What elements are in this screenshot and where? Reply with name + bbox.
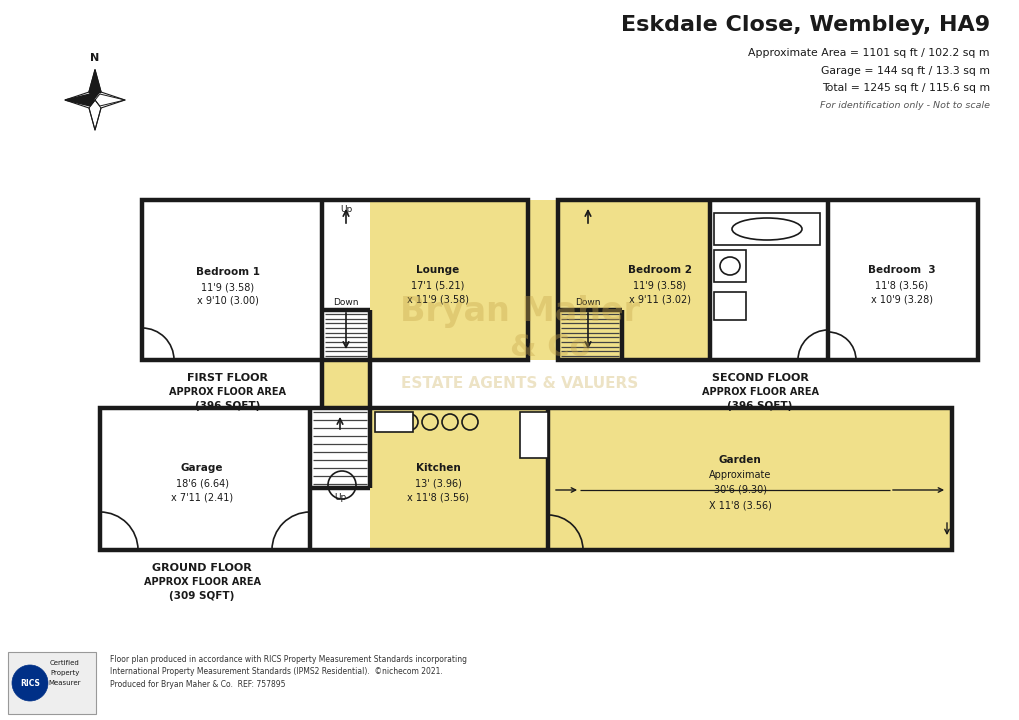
Bar xyxy=(520,412,547,458)
Bar xyxy=(370,408,951,550)
Text: x 10'9 (3.28): x 10'9 (3.28) xyxy=(870,294,932,304)
Ellipse shape xyxy=(732,218,801,240)
Bar xyxy=(557,200,977,360)
Text: Down: Down xyxy=(575,298,600,307)
Text: RICS: RICS xyxy=(20,678,40,688)
Text: 17'1 (5.21): 17'1 (5.21) xyxy=(411,280,465,290)
Text: 13' (3.96): 13' (3.96) xyxy=(414,478,461,488)
Text: x 9'11 (3.02): x 9'11 (3.02) xyxy=(629,294,690,304)
Text: APPROX FLOOR AREA: APPROX FLOOR AREA xyxy=(169,387,286,397)
Text: 30'6 (9.30): 30'6 (9.30) xyxy=(713,485,765,495)
Text: Up: Up xyxy=(333,493,345,502)
Bar xyxy=(713,213,819,245)
Text: Approximate Area = 1101 sq ft / 102.2 sq m: Approximate Area = 1101 sq ft / 102.2 sq… xyxy=(748,48,989,58)
Text: 11'8 (3.56): 11'8 (3.56) xyxy=(874,280,927,290)
Text: x 11'9 (3.58): x 11'9 (3.58) xyxy=(407,294,469,304)
Polygon shape xyxy=(89,70,101,100)
Text: Lounge: Lounge xyxy=(416,265,460,275)
Bar xyxy=(8,652,96,714)
Bar xyxy=(100,408,951,550)
Text: x 9'10 (3.00): x 9'10 (3.00) xyxy=(197,296,259,306)
Text: Certified: Certified xyxy=(50,660,79,666)
Bar xyxy=(370,200,557,360)
Text: Garage = 144 sq ft / 13.3 sq m: Garage = 144 sq ft / 13.3 sq m xyxy=(820,66,989,76)
Text: Bedroom 1: Bedroom 1 xyxy=(196,267,260,277)
Text: Up: Up xyxy=(339,205,352,214)
Bar xyxy=(370,200,528,360)
Text: Bedroom 2: Bedroom 2 xyxy=(628,265,691,275)
Text: & Co: & Co xyxy=(510,333,590,362)
Text: x 7'11 (2.41): x 7'11 (2.41) xyxy=(171,493,232,503)
Text: For identification only - Not to scale: For identification only - Not to scale xyxy=(819,101,989,109)
Text: Kitchen: Kitchen xyxy=(415,463,460,473)
Text: x 11'8 (3.56): x 11'8 (3.56) xyxy=(407,493,469,503)
Bar xyxy=(375,412,413,432)
Bar xyxy=(322,360,370,408)
Text: SECOND FLOOR: SECOND FLOOR xyxy=(711,373,808,383)
Text: Garden: Garden xyxy=(718,455,760,465)
Text: Measurer: Measurer xyxy=(49,680,82,686)
Text: Garage: Garage xyxy=(180,463,223,473)
Text: GROUND FLOOR: GROUND FLOOR xyxy=(152,563,252,573)
Bar xyxy=(557,200,709,360)
Polygon shape xyxy=(95,94,125,106)
Text: FIRST FLOOR: FIRST FLOOR xyxy=(187,373,268,383)
Text: ESTATE AGENTS & VALUERS: ESTATE AGENTS & VALUERS xyxy=(401,377,638,392)
Text: 11'9 (3.58): 11'9 (3.58) xyxy=(201,282,255,292)
Bar xyxy=(327,362,365,406)
Text: (396 SQFT): (396 SQFT) xyxy=(195,401,261,411)
Text: Bedroom  3: Bedroom 3 xyxy=(867,265,934,275)
Text: Bryan Maher: Bryan Maher xyxy=(399,295,639,328)
Bar xyxy=(713,292,745,320)
Text: X 11'8 (3.56): X 11'8 (3.56) xyxy=(708,500,770,510)
Text: Floor plan produced in accordance with RICS Property Measurement Standards incor: Floor plan produced in accordance with R… xyxy=(110,655,467,689)
Ellipse shape xyxy=(719,257,739,275)
Text: Eskdale Close, Wembley, HA9: Eskdale Close, Wembley, HA9 xyxy=(621,15,989,35)
Text: APPROX FLOOR AREA: APPROX FLOOR AREA xyxy=(701,387,817,397)
Bar xyxy=(142,200,528,360)
Text: N: N xyxy=(91,53,100,63)
Text: Down: Down xyxy=(333,298,359,307)
Polygon shape xyxy=(65,94,95,106)
Text: (396 SQFT): (396 SQFT) xyxy=(727,401,792,411)
Circle shape xyxy=(12,665,48,701)
Text: Property: Property xyxy=(50,670,79,676)
Text: (309 SQFT): (309 SQFT) xyxy=(169,591,234,601)
Text: Total = 1245 sq ft / 115.6 sq m: Total = 1245 sq ft / 115.6 sq m xyxy=(821,83,989,93)
Bar xyxy=(713,250,745,282)
Text: 11'9 (3.58): 11'9 (3.58) xyxy=(633,280,686,290)
Text: APPROX FLOOR AREA: APPROX FLOOR AREA xyxy=(144,577,260,587)
Text: 18'6 (6.64): 18'6 (6.64) xyxy=(175,478,228,488)
Polygon shape xyxy=(89,100,101,130)
Text: Approximate: Approximate xyxy=(708,470,770,480)
